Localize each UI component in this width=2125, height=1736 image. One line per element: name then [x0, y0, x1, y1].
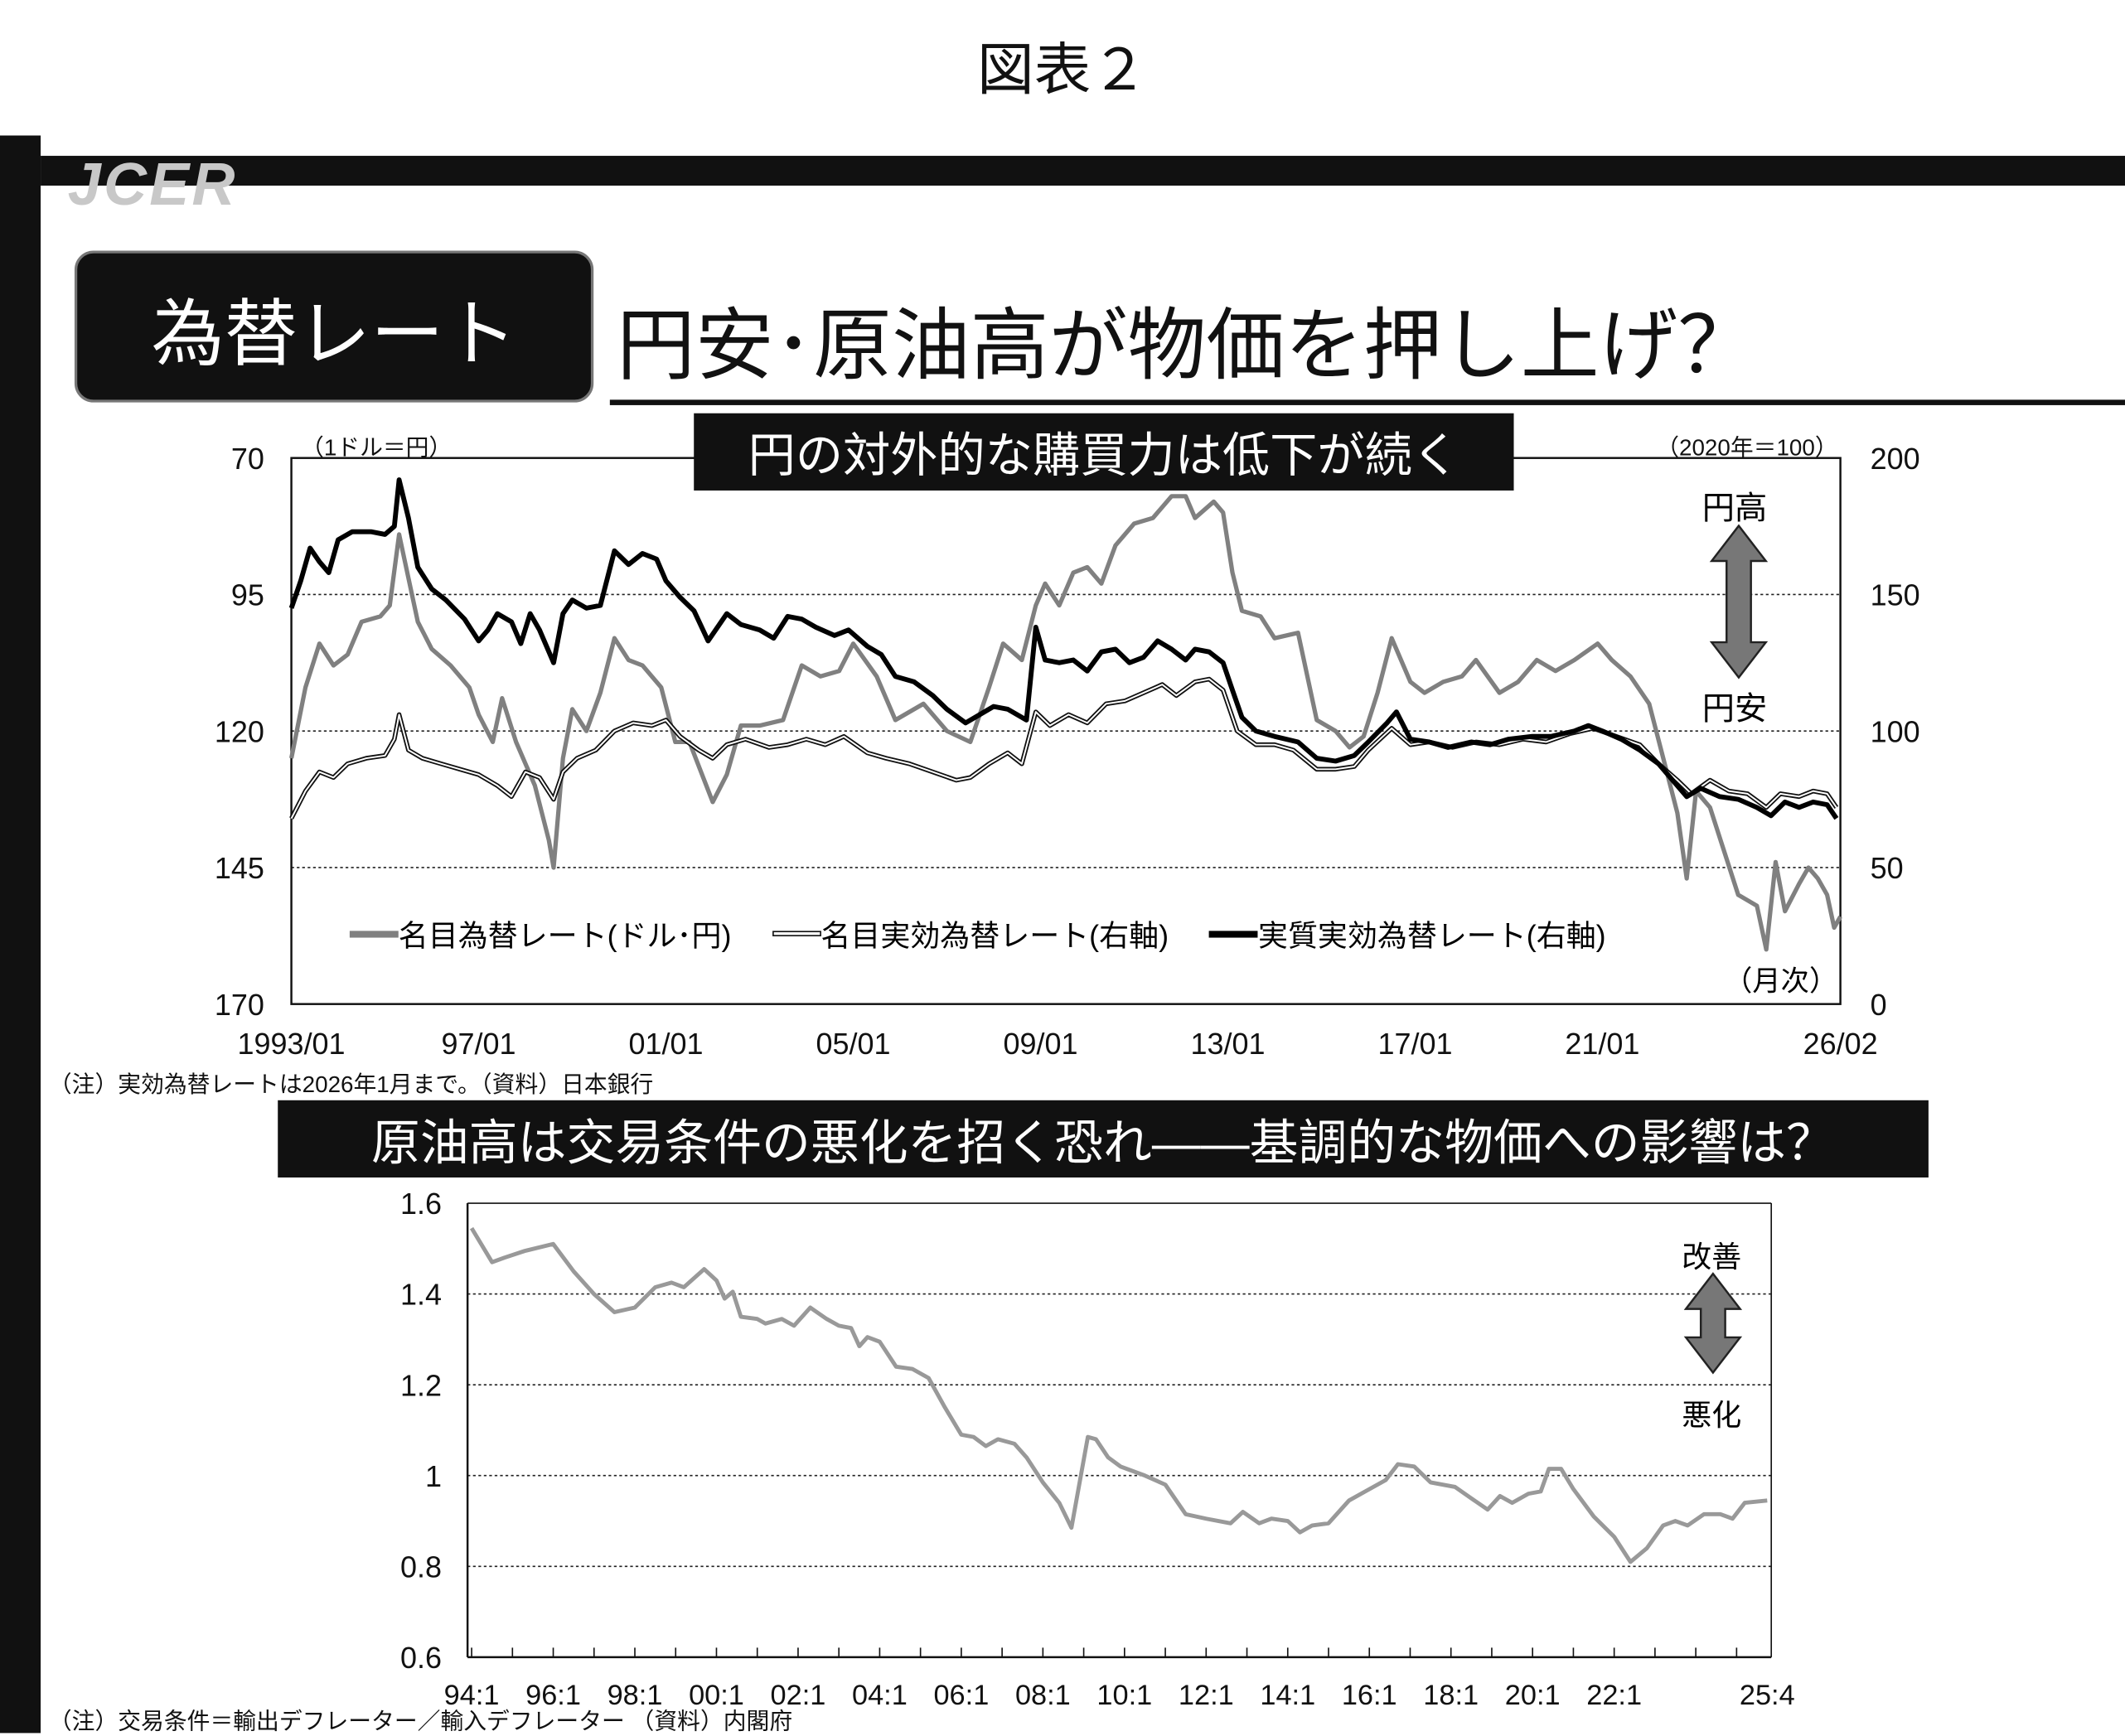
frequency-label: （月次）: [1723, 965, 1838, 998]
left-axis-tick-label: 145: [215, 851, 264, 885]
arrow-label-yen-strong: 円高: [1701, 490, 1768, 528]
series-line-reer: [288, 477, 1839, 820]
legend-label: 名目為替レート(ドル･円): [398, 918, 732, 953]
x-axis-tick-label: 16:1: [1342, 1680, 1397, 1711]
legend-swatch-reer: [1209, 930, 1258, 937]
x-axis-tick-label: 05/01: [816, 1027, 891, 1061]
x-axis-tick-label: 21/01: [1565, 1027, 1639, 1061]
y-axis-tick-label: 1.6: [400, 1187, 442, 1221]
headline-underline: [609, 399, 2125, 405]
y-axis-tick-label: 1: [425, 1459, 442, 1493]
top-accent-bar: [41, 156, 2125, 186]
chart2-note: （注）交易条件＝輸出デフレーター／輸入デフレーター （資料）内閣府: [48, 1708, 793, 1735]
y-axis-tick-label: 0.8: [400, 1550, 442, 1584]
right-axis-unit: （2020年＝100）: [1656, 434, 1838, 461]
headline: 円安･原油高が物価を押し上げ？: [617, 302, 1757, 390]
legend-swatch-neer: [772, 931, 821, 936]
left-axis-unit: （1ドル＝円）: [301, 434, 453, 461]
x-axis-tick-label: 20:1: [1505, 1680, 1561, 1711]
x-axis-tick-label: 13/01: [1190, 1027, 1265, 1061]
x-axis-tick-label: 14:1: [1260, 1680, 1315, 1711]
x-axis-tick-label: 01/01: [629, 1027, 704, 1061]
series-line-terms-of-trade: [469, 1226, 1768, 1564]
right-axis-tick-label: 50: [1871, 851, 1904, 885]
arrow-label-worsen: 悪化: [1682, 1398, 1742, 1433]
chart1-note: （注）実効為替レートは2026年1月まで。（資料）日本銀行: [48, 1071, 654, 1098]
left-axis-tick-label: 120: [215, 714, 264, 748]
x-axis-tick-label: 26/02: [1803, 1027, 1878, 1061]
y-axis-tick-label: 1.4: [400, 1278, 442, 1312]
x-axis-tick-label: 1993/01: [238, 1027, 346, 1061]
left-axis-tick-label: 170: [215, 988, 264, 1022]
right-axis-tick-label: 150: [1871, 578, 1920, 612]
x-axis-tick-label: 00:1: [689, 1680, 744, 1711]
x-axis-tick-label: 22:1: [1586, 1680, 1642, 1711]
x-axis-tick-label: 04:1: [852, 1680, 908, 1711]
x-axis-tick-label: 18:1: [1423, 1680, 1479, 1711]
arrow-label-yen-weak: 円安: [1701, 690, 1768, 728]
x-axis-tick-label: 17/01: [1377, 1027, 1452, 1061]
x-axis-tick-label: 12:1: [1179, 1680, 1234, 1711]
right-axis-tick-label: 200: [1871, 442, 1920, 476]
x-axis-tick-label: 97/01: [442, 1027, 516, 1061]
x-axis-tick-label: 02:1: [771, 1680, 826, 1711]
chart2-title: 原油高は交易条件の悪化を招く恐れ――基調的な物価への影響は？: [278, 1100, 1929, 1177]
x-axis-tick-label: 10:1: [1096, 1680, 1152, 1711]
left-accent-bar: [0, 135, 41, 1734]
x-axis-tick-label: 98:1: [607, 1680, 663, 1711]
right-axis-tick-label: 100: [1871, 714, 1920, 748]
figure-title: 図表２: [976, 37, 1149, 102]
y-axis-tick-label: 1.2: [400, 1368, 442, 1402]
x-axis-tick-label: 06:1: [933, 1680, 989, 1711]
series-line-nominal-usdjpy: [289, 494, 1842, 952]
legend-swatch-nominal-usdjpy: [349, 930, 399, 937]
x-axis-tick-label: 94:1: [444, 1680, 500, 1711]
jcer-logo: JCER: [67, 152, 238, 219]
legend-label: 名目実効為替レート(右軸): [820, 918, 1169, 953]
x-axis-tick-label: 09/01: [1003, 1027, 1077, 1061]
legend-label: 実質実効為替レート(右軸): [1257, 918, 1606, 953]
double-arrow-icon: [1709, 524, 1769, 679]
x-axis-tick-label: 08:1: [1015, 1680, 1071, 1711]
double-arrow-icon: [1683, 1272, 1743, 1375]
x-axis-tick-label: 25:4: [1740, 1680, 1795, 1711]
right-axis-tick-label: 0: [1871, 988, 1887, 1022]
left-axis-tick-label: 95: [231, 578, 264, 612]
category-label: 為替レート: [74, 250, 594, 403]
chart1-legend: 名目為替レート(ドル･円) 名目実効為替レート(右軸) 実質実効為替レート(右軸…: [349, 912, 1606, 955]
arrow-label-improve: 改善: [1682, 1240, 1742, 1274]
x-axis-tick-label: 96:1: [525, 1680, 581, 1711]
y-axis-tick-label: 0.6: [400, 1641, 442, 1675]
chart1-title: 円の対外的な購買力は低下が続く: [694, 413, 1514, 491]
left-axis-tick-label: 70: [231, 442, 264, 476]
